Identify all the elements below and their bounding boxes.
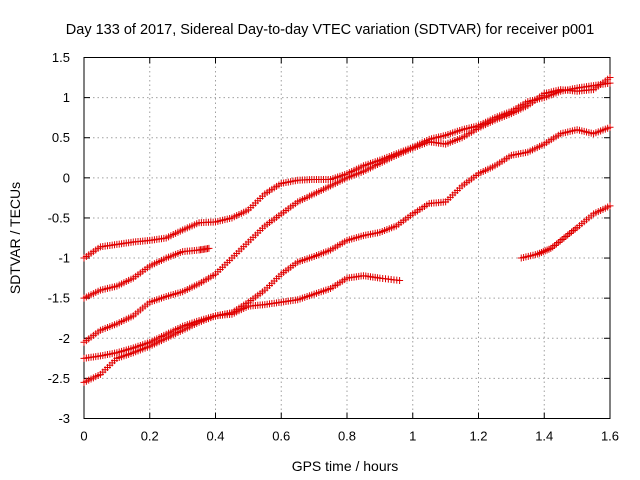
data-point-marker [396,277,404,285]
x-tick-label: 1 [409,429,416,444]
y-tick-label: -3 [58,411,70,426]
y-axis-label: SDTVAR / TECUs [7,182,23,294]
data-point-marker [571,225,579,233]
x-tick-label: 0.2 [141,429,159,444]
data-point-marker [554,238,562,246]
y-tick-labels: 1.5 1 0.5 0 -0.5 -1 -1.5 -2 -2.5 -3 [48,50,70,426]
chart-title: Day 133 of 2017, Sidereal Day-to-day VTE… [66,22,594,38]
plot-frame [83,57,611,419]
x-tick-label: 0.6 [272,429,290,444]
x-tick-label: 0.4 [206,429,224,444]
y-tick-label: 0.5 [52,130,70,145]
data-point-marker [606,202,614,210]
y-tick-label: -0.5 [48,210,70,225]
data-point-marker [566,230,574,238]
y-tick-label: -2 [58,331,70,346]
data-point-marker [558,235,566,243]
series-arc-4 [80,123,614,362]
series-arc-2 [80,244,213,302]
x-tick-label: 1.6 [601,429,619,444]
data-point-marker [606,123,614,131]
x-tick-label: 0.8 [338,429,356,444]
series-arc-5 [80,272,404,386]
y-tick-label: 1.5 [52,50,70,65]
data-point-marker [564,231,572,239]
data-point-marker [205,244,213,252]
data-point-marker [552,240,560,248]
data-point-marker [567,228,575,236]
y-tick-label: 0 [63,170,70,185]
data-point-marker [560,234,568,242]
x-tick-label: 1.4 [535,429,553,444]
x-tick-label: 0 [80,429,87,444]
x-tick-label: 1.2 [469,429,487,444]
y-tick-label: -1.5 [48,291,70,306]
data-point-marker [569,227,577,235]
data-markers [80,74,614,386]
data-point-marker [556,237,564,245]
series-arc-6 [517,202,614,262]
y-tick-label: 1 [63,90,70,105]
x-axis-label: GPS time / hours [292,458,399,474]
y-tick-label: -2.5 [48,371,70,386]
y-tick-label: -1 [58,251,70,266]
x-tick-labels: 0 0.2 0.4 0.6 0.8 1 1.2 1.4 1.6 [80,429,619,444]
data-point-marker [562,233,570,241]
data-point-marker [606,74,614,82]
series-arc-3 [80,74,614,346]
data-point-marker [551,241,559,249]
